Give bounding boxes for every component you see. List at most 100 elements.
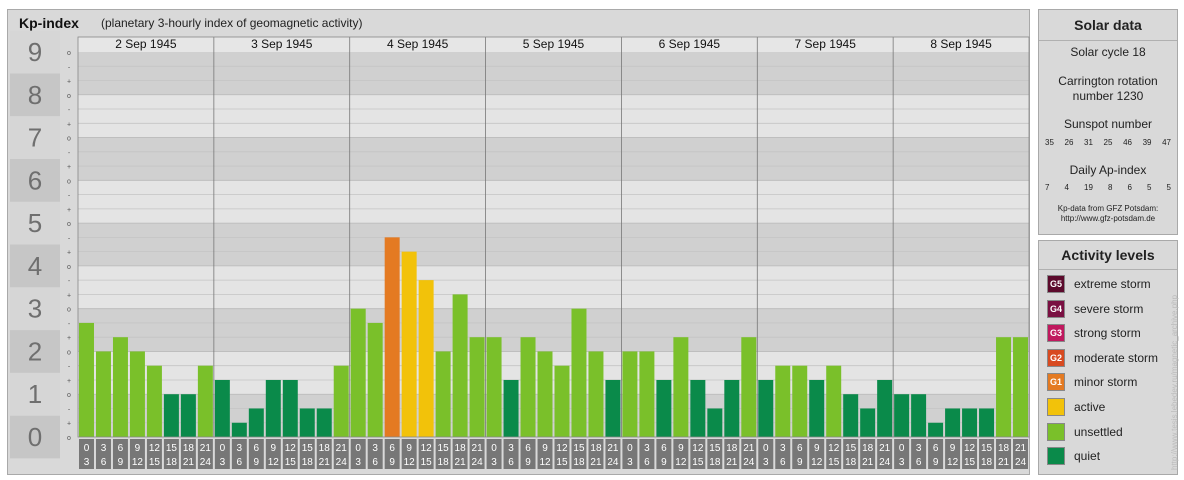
legend-item: G3 strong storm	[1047, 324, 1141, 343]
interval-start-label: 15	[845, 443, 857, 454]
kp-bar	[758, 379, 774, 437]
interval-cell	[996, 439, 1012, 469]
level-band	[78, 52, 1029, 95]
interval-end-label: 3	[627, 457, 633, 468]
interval-start-label: 12	[964, 443, 976, 454]
y-tick-label: 9	[28, 37, 42, 67]
legend-item: active	[1047, 398, 1105, 416]
interval-cell	[452, 439, 468, 469]
kp-bar	[163, 394, 179, 437]
interval-end-label: 9	[933, 457, 939, 468]
solar-data-title: Solar data	[1074, 17, 1142, 33]
data-source-link[interactable]: http://www.gfz-potsdam.de	[1060, 214, 1156, 223]
kp-bar	[282, 379, 298, 437]
daily-ap-title: Daily Ap-index	[1069, 163, 1147, 177]
kp-bar	[571, 308, 587, 437]
y-tick-label: 7	[28, 123, 42, 153]
kp-bar	[690, 379, 706, 437]
kp-bar	[554, 365, 570, 437]
interval-cell	[962, 439, 978, 469]
interval-start-label: 0	[220, 443, 226, 454]
interval-end-label: 12	[132, 457, 144, 468]
legend-label: extreme storm	[1074, 277, 1151, 291]
interval-start-label: 21	[607, 443, 619, 454]
interval-start-label: 6	[933, 443, 939, 454]
y-subtick-label: +	[67, 79, 71, 86]
kp-bar	[843, 394, 859, 437]
kp-bar	[1013, 337, 1028, 437]
interval-end-label: 24	[336, 457, 348, 468]
interval-cell	[741, 439, 757, 469]
interval-end-label: 6	[916, 457, 922, 468]
y-tick-label: 2	[28, 336, 42, 366]
interval-end-label: 24	[607, 457, 619, 468]
interval-cell	[418, 439, 434, 469]
y-subtick-label: o	[67, 349, 71, 356]
interval-end-label: 18	[573, 457, 585, 468]
interval-cell	[792, 439, 808, 469]
y-subtick-label: +	[67, 164, 71, 171]
kp-bar	[435, 351, 451, 437]
interval-cell	[180, 439, 196, 469]
interval-start-label: 21	[336, 443, 348, 454]
interval-start-label: 21	[200, 443, 212, 454]
interval-end-label: 12	[404, 457, 416, 468]
y-subtick-label: o	[67, 221, 71, 228]
day-label: 7 Sep 1945	[795, 37, 857, 51]
interval-end-label: 18	[845, 457, 857, 468]
y-axis-block	[10, 158, 60, 202]
interval-start-label: 9	[678, 443, 684, 454]
sunspot-value: 35	[1045, 138, 1054, 147]
kp-bar	[605, 379, 621, 437]
ap-value: 19	[1084, 183, 1093, 192]
kp-bar	[656, 379, 672, 437]
interval-cell	[231, 439, 247, 469]
kp-bar	[996, 337, 1012, 437]
interval-start-label: 18	[998, 443, 1010, 454]
legend-item: G1 minor storm	[1047, 373, 1137, 392]
kp-bar	[945, 408, 961, 437]
y-subtick-label: +	[67, 250, 71, 257]
sunspot-value: 31	[1084, 138, 1093, 147]
interval-end-label: 12	[268, 457, 280, 468]
legend-swatch: G3	[1047, 324, 1065, 343]
interval-cell	[860, 439, 876, 469]
activity-levels-panel: Activity levels G5 extreme storm G4 severe …	[1038, 240, 1178, 475]
y-subtick-label: -	[68, 150, 71, 157]
interval-start-label: 6	[118, 443, 124, 454]
interval-start-label: 9	[950, 443, 956, 454]
y-subtick-label: o	[67, 435, 71, 442]
kp-bar	[877, 379, 893, 437]
interval-start-label: 12	[692, 443, 704, 454]
legend-swatch	[1047, 422, 1065, 441]
level-band	[78, 265, 1029, 309]
y-axis-block	[10, 116, 60, 159]
interval-cell	[826, 439, 842, 469]
interval-end-label: 21	[183, 457, 195, 468]
y-tick-label: 4	[28, 251, 42, 281]
chart-title: Kp-index	[19, 15, 79, 31]
y-tick-label: 5	[28, 208, 42, 238]
kp-bar	[333, 365, 349, 437]
y-subtick-label: o	[67, 136, 71, 143]
kp-bar	[792, 365, 808, 437]
interval-end-label: 6	[237, 457, 243, 468]
level-band	[78, 137, 1029, 181]
kp-bar	[384, 237, 400, 437]
interval-cell	[622, 439, 638, 469]
legend-swatch: G1	[1047, 373, 1065, 392]
kp-bar	[79, 322, 94, 437]
legend-item: G4 severe storm	[1047, 299, 1143, 318]
interval-start-label: 15	[438, 443, 450, 454]
interval-end-label: 18	[166, 457, 178, 468]
interval-cell	[775, 439, 791, 469]
interval-start-label: 3	[916, 443, 922, 454]
interval-cell	[571, 439, 587, 469]
kp-bar	[979, 408, 995, 437]
interval-cell	[146, 439, 162, 469]
y-subtick-label: +	[67, 421, 71, 428]
interval-start-label: 0	[491, 443, 497, 454]
interval-start-label: 3	[237, 443, 243, 454]
kp-bar	[673, 337, 689, 437]
